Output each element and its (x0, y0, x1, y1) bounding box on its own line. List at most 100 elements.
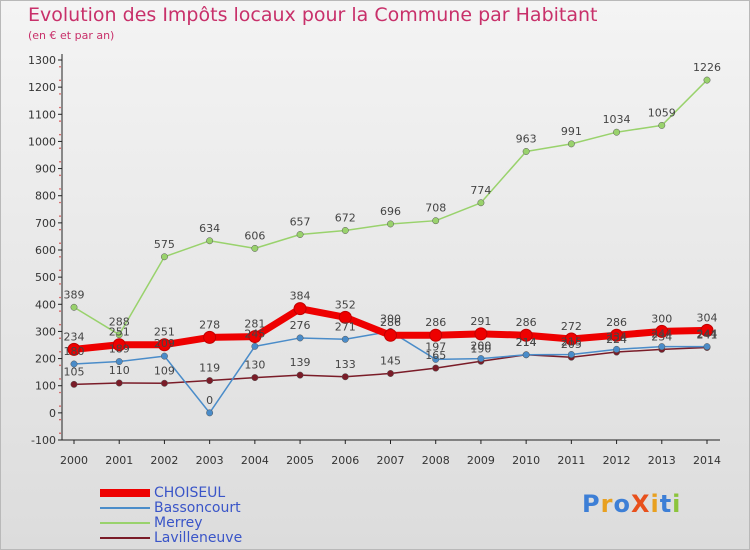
y-minor-tick (59, 364, 61, 367)
y-minor-tick (59, 255, 61, 258)
logo-letter: i (650, 490, 660, 518)
point-choiseul (293, 302, 307, 316)
point-merrey (477, 199, 485, 207)
point-lavilleneuve (251, 374, 259, 382)
data-label-merrey: 288 (109, 316, 130, 329)
data-label-choiseul: 286 (425, 316, 446, 329)
data-label-bassoncourt: 214 (516, 336, 537, 349)
x-tick-label: 2011 (557, 454, 585, 467)
y-tick-label: 1200 (28, 81, 56, 94)
data-label-bassoncourt: 244 (651, 328, 672, 341)
data-label-choiseul: 281 (244, 318, 265, 331)
x-tick-label: 2002 (150, 454, 178, 467)
data-label-merrey: 963 (516, 132, 537, 145)
point-lavilleneuve (296, 371, 304, 379)
y-tick-label: 1300 (28, 54, 56, 67)
data-label-lavilleneuve: 234 (651, 330, 672, 343)
y-tick-label: 0 (49, 407, 56, 420)
point-merrey (251, 244, 259, 252)
point-bassoncourt (206, 409, 214, 417)
data-label-bassoncourt: 189 (109, 343, 130, 356)
y-minor-tick (59, 283, 61, 285)
point-lavilleneuve (115, 379, 123, 387)
point-choiseul (248, 330, 262, 344)
y-minor-tick (59, 391, 61, 394)
y-tick-label: 100 (35, 380, 56, 393)
point-choiseul (157, 338, 171, 352)
y-tick-label: 200 (35, 353, 56, 366)
data-label-lavilleneuve: 145 (380, 355, 401, 368)
point-bassoncourt (703, 343, 711, 351)
x-tick-label: 2005 (286, 454, 314, 467)
data-label-merrey: 708 (425, 202, 446, 215)
y-minor-tick (59, 147, 61, 150)
point-bassoncourt (613, 345, 621, 353)
point-bassoncourt (251, 342, 259, 350)
y-minor-tick (59, 405, 61, 407)
proxiti-logo: ProXiti (582, 490, 681, 518)
point-merrey (206, 237, 214, 245)
data-label-lavilleneuve: 130 (244, 359, 265, 372)
logo-letter: P (582, 490, 601, 518)
data-label-bassoncourt: 234 (606, 330, 627, 343)
data-label-choiseul: 272 (561, 320, 582, 333)
y-tick-label: 400 (35, 298, 56, 311)
x-tick-label: 2004 (241, 454, 269, 467)
x-tick-label: 2003 (196, 454, 224, 467)
point-merrey (115, 331, 123, 339)
point-lavilleneuve (206, 377, 214, 385)
point-bassoncourt (432, 355, 440, 363)
data-label-choiseul: 278 (199, 318, 220, 331)
point-choiseul (655, 324, 669, 338)
data-label-bassoncourt: 245 (244, 327, 265, 340)
data-label-lavilleneuve: 105 (64, 365, 85, 378)
data-label-choiseul: 251 (109, 326, 130, 339)
data-label-merrey: 672 (335, 211, 356, 224)
data-label-bassoncourt: 200 (470, 340, 491, 353)
x-tick-label: 2008 (422, 454, 450, 467)
y-minor-tick (59, 65, 61, 68)
data-label-lavilleneuve: 110 (109, 364, 130, 377)
y-minor-tick (59, 378, 61, 380)
chart-title: Evolution des Impôts locaux pour la Comm… (28, 4, 598, 26)
data-label-merrey: 1226 (693, 61, 721, 74)
point-choiseul (474, 327, 488, 341)
chart-subtitle: (en € et par an) (28, 29, 115, 42)
data-label-merrey: 991 (561, 125, 582, 138)
legend-label-choiseul: CHOISEUL (154, 485, 226, 501)
point-bassoncourt (115, 358, 123, 366)
y-minor-tick (59, 323, 61, 326)
point-choiseul (700, 323, 714, 337)
point-bassoncourt (341, 335, 349, 343)
point-lavilleneuve (160, 379, 168, 387)
y-tick-label: 900 (35, 163, 56, 176)
data-label-bassoncourt: 271 (335, 320, 356, 333)
y-tick-label: 500 (35, 271, 56, 284)
y-minor-tick (59, 242, 61, 245)
y-minor-tick (59, 188, 61, 190)
x-tick-label: 2001 (105, 454, 133, 467)
data-label-merrey: 575 (154, 238, 175, 251)
point-bassoncourt (160, 352, 168, 360)
data-label-bassoncourt: 215 (561, 336, 582, 349)
point-choiseul (67, 342, 81, 356)
y-minor-tick (59, 296, 61, 299)
logo-letter: t (659, 490, 673, 518)
point-merrey (70, 303, 78, 311)
logo-letter: i (672, 490, 682, 518)
point-bassoncourt (658, 343, 666, 351)
data-label-merrey: 1034 (603, 113, 631, 126)
y-minor-tick (59, 133, 61, 136)
point-choiseul (429, 328, 443, 342)
y-minor-tick (59, 350, 61, 353)
legend-swatch-lavilleneuve (100, 537, 150, 539)
point-choiseul (384, 328, 397, 342)
data-label-choiseul: 251 (154, 326, 175, 339)
point-choiseul (338, 310, 352, 324)
y-tick-label: 1100 (28, 108, 56, 121)
x-tick-label: 2014 (693, 454, 721, 467)
data-label-lavilleneuve: 119 (199, 362, 220, 375)
y-minor-tick (59, 120, 61, 122)
point-bassoncourt (70, 360, 78, 368)
data-label-lavilleneuve: 133 (335, 358, 356, 371)
